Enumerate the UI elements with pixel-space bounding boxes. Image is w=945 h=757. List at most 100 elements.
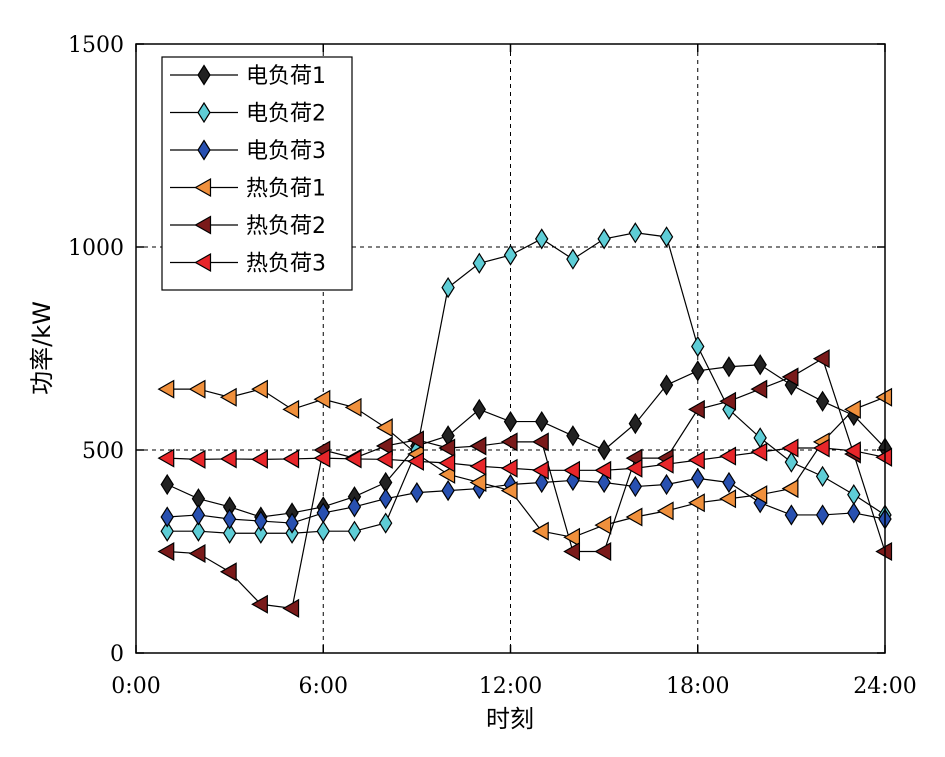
data-point-2	[534, 228, 549, 250]
data-point-4	[688, 493, 705, 513]
data-point-6	[251, 449, 268, 469]
data-point-5	[563, 541, 581, 562]
data-point-1	[628, 412, 643, 435]
data-point-1	[815, 390, 830, 412]
data-point-6	[188, 449, 206, 469]
data-point-4	[500, 481, 518, 501]
data-point-1	[597, 439, 611, 461]
data-point-3	[534, 471, 549, 494]
data-point-5	[688, 399, 705, 419]
legend-marker	[197, 101, 211, 124]
legend-marker	[194, 177, 212, 198]
x-axis-label: 时刻	[486, 705, 534, 733]
data-point-1	[534, 410, 549, 433]
data-point-2	[254, 522, 268, 544]
legend-marker	[194, 252, 212, 273]
data-point-5	[438, 438, 456, 458]
data-point-5	[719, 391, 737, 411]
data-point-5	[375, 436, 393, 456]
data-point-6	[438, 453, 456, 473]
data-point-5	[188, 544, 206, 564]
x-tick-label: 12:00	[479, 674, 542, 699]
data-point-4	[282, 399, 300, 419]
data-point-2	[472, 252, 487, 274]
data-point-4	[157, 379, 175, 399]
data-point-2	[628, 222, 643, 244]
legend-label: 热负荷2	[246, 214, 326, 239]
data-point-4	[531, 521, 549, 541]
data-point-6	[844, 441, 861, 461]
data-point-6	[469, 456, 487, 476]
data-point-3	[597, 471, 611, 494]
data-point-3	[378, 488, 393, 510]
data-point-5	[469, 436, 487, 456]
data-point-6	[282, 449, 300, 469]
data-point-5	[531, 432, 549, 452]
data-point-6	[781, 438, 799, 458]
legend-marker	[197, 64, 211, 86]
data-point-5	[157, 541, 175, 562]
legend-marker	[194, 215, 212, 235]
data-point-5	[594, 541, 612, 562]
y-tick-label: 0	[110, 642, 124, 667]
data-point-5	[500, 432, 518, 452]
data-point-5	[219, 562, 237, 582]
legend-label: 电负荷1	[246, 64, 326, 89]
data-point-3	[316, 502, 330, 524]
data-point-2	[691, 335, 705, 358]
data-point-6	[219, 449, 237, 469]
data-point-2	[566, 248, 580, 270]
data-point-4	[594, 515, 612, 535]
y-tick-label: 1500	[68, 33, 124, 58]
data-point-2	[347, 520, 362, 542]
data-point-4	[781, 479, 799, 499]
data-point-3	[160, 506, 174, 528]
data-point-3	[441, 479, 455, 502]
data-point-5	[875, 541, 893, 562]
data-point-3	[285, 512, 299, 534]
data-point-2	[659, 226, 674, 248]
legend-marker	[197, 139, 211, 161]
data-point-2	[784, 451, 799, 473]
data-point-4	[625, 507, 643, 527]
x-tick-label: 0:00	[111, 674, 160, 699]
data-point-3	[410, 482, 424, 504]
data-point-3	[659, 473, 674, 496]
y-tick-label: 1000	[68, 236, 124, 261]
data-point-3	[191, 504, 206, 526]
data-point-5	[750, 379, 768, 399]
legend: 电负荷1 电负荷2 电负荷3 热负荷1 热负荷2 热负荷3	[161, 56, 353, 291]
y-tick-labels: 0 500 1000 1500	[68, 33, 124, 667]
legend-label: 电负荷2	[246, 102, 326, 127]
data-point-4	[313, 389, 331, 409]
data-point-4	[188, 379, 206, 399]
data-point-3	[222, 508, 237, 530]
axis-ticks	[135, 43, 886, 654]
data-point-2	[503, 244, 518, 266]
data-point-4	[719, 489, 737, 509]
data-point-6	[625, 458, 643, 478]
data-point-4	[563, 527, 581, 547]
data-point-1	[659, 374, 674, 396]
data-point-1	[472, 398, 487, 421]
data-point-2	[378, 512, 393, 534]
data-point-3	[347, 496, 362, 518]
data-point-6	[719, 446, 737, 466]
data-point-1	[753, 354, 767, 376]
data-point-6	[313, 448, 331, 468]
legend-label: 电负荷3	[246, 139, 326, 164]
data-point-4	[844, 399, 861, 419]
x-tick-label: 24:00	[853, 674, 916, 699]
y-axis-label: 功率/kW	[28, 301, 56, 395]
x-tick-label: 18:00	[666, 674, 729, 699]
data-point-4	[344, 397, 362, 417]
data-point-2	[316, 520, 330, 542]
series-markers	[157, 222, 893, 618]
data-point-4	[469, 472, 487, 493]
data-point-4	[750, 485, 768, 505]
data-point-1	[503, 410, 518, 433]
data-point-1	[691, 360, 705, 382]
data-point-4	[875, 387, 893, 407]
data-point-3	[784, 504, 799, 526]
